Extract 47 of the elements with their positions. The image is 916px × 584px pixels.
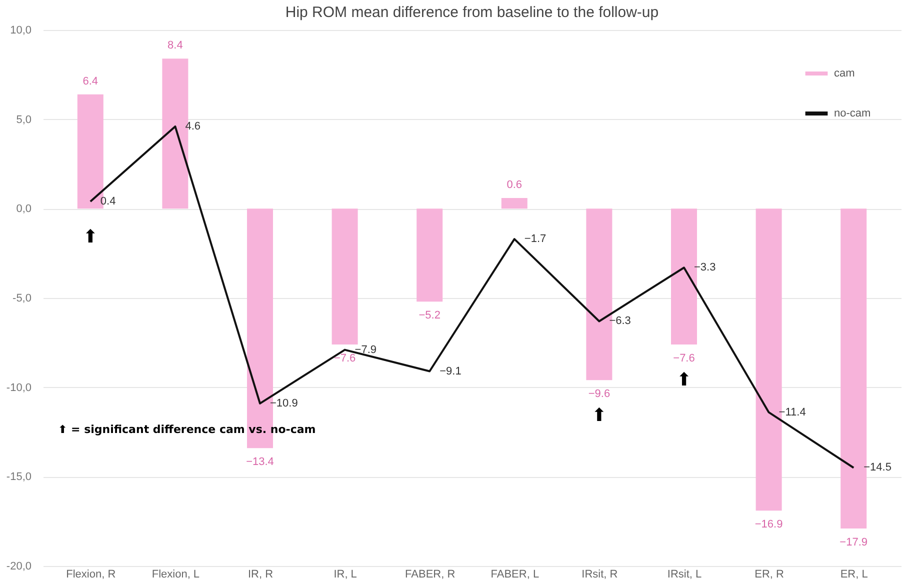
- data-label: −9.1: [440, 365, 462, 378]
- data-label: −5.2: [418, 310, 440, 322]
- data-label: −9.6: [588, 388, 610, 400]
- bar: [501, 198, 528, 209]
- x-tick-label: IRsit, L: [667, 568, 702, 580]
- bar: [416, 208, 443, 302]
- data-label: 4.6: [185, 120, 200, 132]
- data-label: 0.4: [100, 196, 116, 208]
- data-label: 6.4: [82, 75, 98, 88]
- data-label: −13.4: [246, 456, 274, 468]
- x-tick-label: FABER, R: [405, 568, 456, 580]
- data-label: −1.7: [524, 233, 546, 246]
- data-label: −7.6: [334, 352, 356, 364]
- y-tick-label: -10,0: [6, 382, 32, 394]
- data-label: −7.9: [354, 344, 377, 356]
- y-tick-label: 5,0: [16, 114, 32, 126]
- data-label: −16.9: [754, 518, 783, 531]
- annotation: ⬆: [592, 405, 607, 426]
- x-tick-label: ER, L: [840, 568, 868, 580]
- legend-label: cam: [834, 68, 855, 80]
- annotation: ⬆: [676, 369, 692, 390]
- x-tick-label: Flexion, L: [152, 568, 200, 580]
- x-tick-label: IRsit, R: [582, 568, 618, 580]
- legend-label: no-cam: [834, 108, 871, 120]
- data-label: −7.6: [673, 352, 695, 364]
- data-label: 8.4: [168, 40, 183, 52]
- y-tick-label: 0,0: [16, 203, 32, 216]
- y-tick-label: -20,0: [6, 560, 32, 572]
- x-tick-label: ER, R: [754, 568, 784, 580]
- data-label: 0.6: [506, 178, 522, 191]
- data-label: −10.9: [270, 397, 298, 410]
- data-label: −3.3: [694, 262, 716, 274]
- x-tick-label: Flexion, R: [66, 568, 116, 580]
- annotation: ⬆ = significant difference cam vs. no-cam: [58, 423, 316, 436]
- data-label: −17.9: [840, 536, 868, 548]
- annotation: ⬆: [82, 226, 98, 248]
- y-tick-label: 10,0: [10, 24, 32, 36]
- data-label: −6.3: [609, 315, 631, 328]
- y-tick-label: -15,0: [6, 471, 32, 484]
- x-tick-label: IR, R: [248, 568, 274, 580]
- y-tick-label: -5,0: [12, 292, 32, 304]
- data-label: −11.4: [778, 406, 806, 418]
- chart-title: Hip ROM mean difference from baseline to the follow-up: [285, 4, 659, 21]
- x-tick-label: FABER, L: [490, 568, 540, 580]
- bar: [332, 208, 358, 344]
- x-tick-label: IR, L: [334, 568, 357, 580]
- data-label: −14.5: [864, 462, 892, 474]
